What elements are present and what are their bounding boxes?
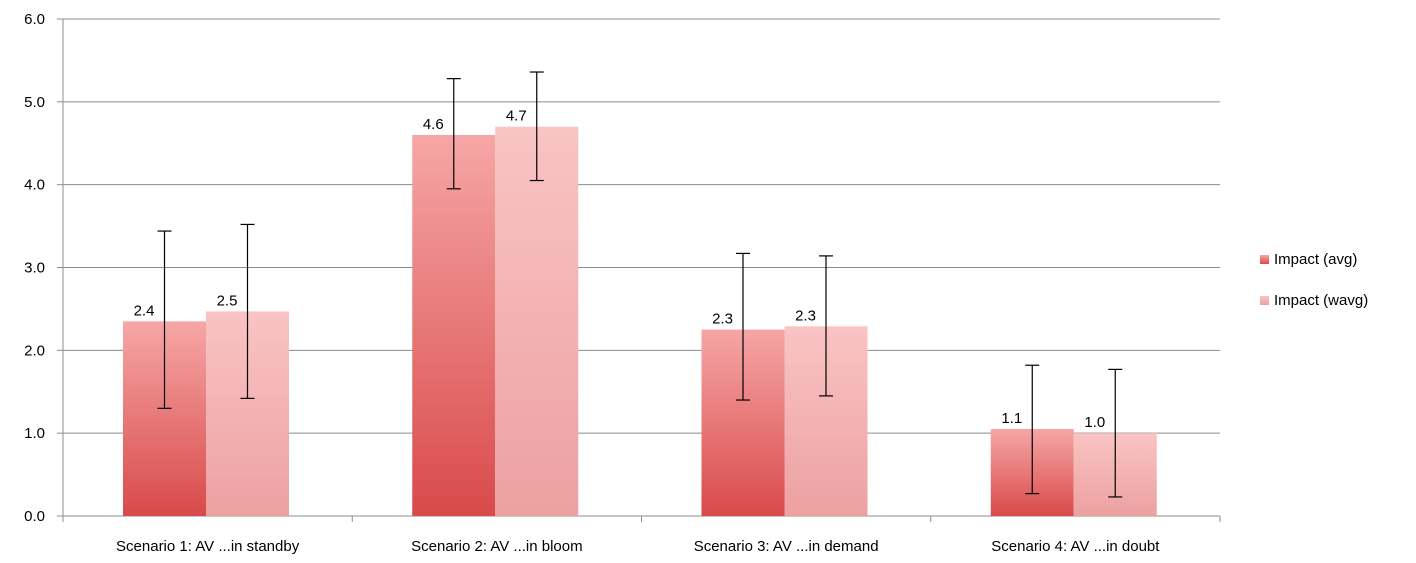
x-tick-label: Scenario 3: AV ...in demand xyxy=(694,538,879,555)
data-label: 2.5 xyxy=(217,292,238,309)
data-label: 1.0 xyxy=(1084,414,1105,431)
legend-swatch-avg xyxy=(1260,255,1269,264)
y-tick-label: 0.0 xyxy=(24,508,45,525)
legend-label-avg: Impact (avg) xyxy=(1274,251,1357,268)
x-tick-label: Scenario 2: AV ...in bloom xyxy=(411,538,582,555)
legend: Impact (avg) Impact (wavg) xyxy=(1260,251,1368,309)
data-label: 2.3 xyxy=(712,311,733,328)
bars xyxy=(123,126,1157,516)
y-tick-label: 6.0 xyxy=(24,11,45,28)
y-tick-label: 3.0 xyxy=(24,260,45,277)
x-tick-label: Scenario 1: AV ...in standby xyxy=(116,538,300,555)
data-label: 4.7 xyxy=(506,108,527,125)
data-label: 2.4 xyxy=(134,302,155,319)
y-axis-ticks: 0.0 1.0 2.0 3.0 4.0 5.0 6.0 xyxy=(24,11,45,525)
data-labels: 2.4 2.5 4.6 4.7 2.3 2.3 1.1 1.0 xyxy=(134,108,1106,431)
x-axis-ticks: Scenario 1: AV ...in standby Scenario 2: … xyxy=(116,538,1160,555)
y-tick-label: 1.0 xyxy=(24,425,45,442)
data-label: 4.6 xyxy=(423,116,444,133)
bar xyxy=(412,134,496,516)
x-tick-label: Scenario 4: AV ...in doubt xyxy=(991,538,1160,555)
data-label: 1.1 xyxy=(1001,410,1022,427)
y-tick-label: 4.0 xyxy=(24,177,45,194)
legend-swatch-wavg xyxy=(1260,296,1269,305)
y-tick-label: 5.0 xyxy=(24,94,45,111)
data-label: 2.3 xyxy=(795,307,816,324)
y-tick-label: 2.0 xyxy=(24,342,45,359)
bar xyxy=(495,126,579,516)
legend-label-wavg: Impact (wavg) xyxy=(1274,292,1368,309)
error-bars xyxy=(157,71,1123,498)
